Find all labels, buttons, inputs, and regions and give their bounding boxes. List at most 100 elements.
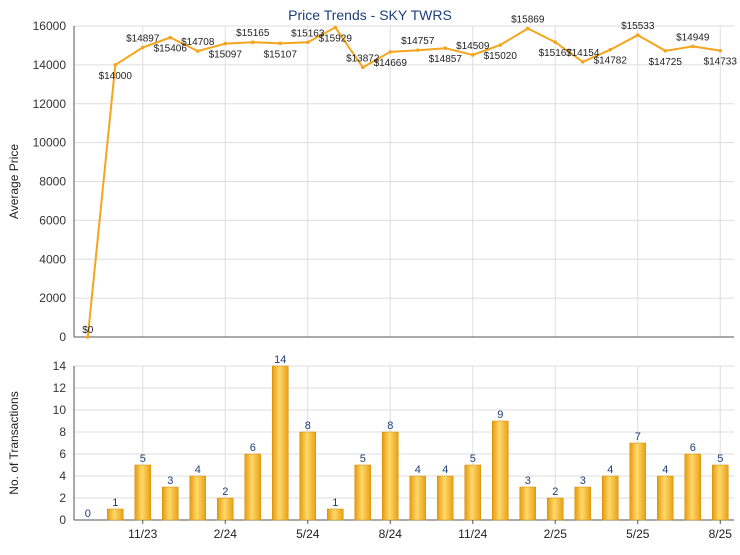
price-data-label: $14669 [374,58,408,69]
x-tick-label: 8/24 [379,527,403,541]
price-data-label: $15165 [236,28,270,39]
price-data-label: $15869 [511,15,545,26]
price-data-label: $14757 [401,36,435,47]
y-axis-label: No. of Transactions [7,391,21,494]
price-point [195,49,200,53]
y-tick-label: 12 [53,381,67,395]
y-tick-label: 2000 [39,291,66,305]
transaction-data-label: 2 [222,486,228,498]
transaction-data-label: 3 [167,475,173,487]
x-tick-label: 5/25 [626,527,650,541]
transaction-bar [354,464,371,521]
transaction-data-label: 8 [387,420,393,432]
price-data-label: $14509 [456,41,490,52]
transaction-data-label: 1 [112,497,118,509]
transaction-data-label: 5 [360,453,366,465]
price-data-label: $14733 [704,57,738,68]
transaction-bar [712,464,729,521]
transaction-bar [492,420,509,521]
price-panel: 0 2000 4000 6000 8000 10000 12000 14000 16000 Ave… [7,15,737,344]
price-point [333,25,338,30]
transaction-bar [217,497,234,521]
price-point [608,47,613,52]
y-tick-label: 14 [53,359,67,373]
transaction-bar [437,475,454,521]
y-tick-label: 0 [59,513,66,527]
transaction-bar [272,365,289,521]
price-data-label: $14949 [676,32,710,43]
y-tick-label: 6000 [39,213,66,227]
transaction-bar [629,442,646,521]
transaction-data-label: 14 [274,354,286,366]
price-data-label: $15097 [209,50,243,61]
price-point [415,48,420,52]
transaction-data-label: 4 [195,464,201,476]
price-data-label: $15163 [291,28,325,39]
transaction-bar [547,497,564,521]
transaction-bar [327,508,344,521]
transaction-data-label: 4 [662,464,668,476]
transaction-bar [602,475,619,521]
transaction-data-label: 6 [250,442,256,454]
y-tick-label: 2 [59,491,66,505]
price-data-label: $14897 [126,33,160,44]
price-point [360,65,365,70]
price-data-label: $14708 [181,37,215,48]
transaction-data-label: 7 [635,431,641,443]
price-point [305,40,310,45]
x-tick-label: 5/24 [296,527,320,541]
price-data-label: $14000 [99,71,133,82]
x-tick-label: 2/24 [214,527,238,541]
transaction-data-label: 4 [415,464,421,476]
y-tick-label: 8 [59,425,66,439]
x-tick-label: 11/23 [128,527,157,541]
price-point [470,53,475,57]
transaction-bar [574,486,591,521]
transaction-bar [134,464,151,521]
price-point [580,60,585,64]
y-tick-label: 10000 [33,136,67,150]
y-tick-label: 8000 [39,175,66,189]
price-point [718,48,723,53]
price-data-label: $15533 [621,21,655,32]
plot-area [74,366,734,520]
transaction-data-label: 5 [470,453,476,465]
price-point [85,335,90,339]
price-data-label: $14857 [429,54,463,65]
price-point [113,63,118,67]
y-tick-label: 6 [59,447,66,461]
transaction-data-label: 4 [442,464,448,476]
price-data-label: $15929 [319,33,353,44]
price-point [140,45,145,50]
price-point [168,35,173,40]
transaction-data-label: 5 [717,453,723,465]
y-axis-label: Average Price [7,144,21,219]
transaction-data-label: 0 [85,508,91,520]
transaction-bar [519,486,536,521]
price-data-label: $14154 [566,48,600,59]
transaction-data-label: 3 [525,475,531,487]
transaction-bar [189,475,206,521]
transaction-bar [409,475,426,521]
y-tick-label: 4000 [39,252,66,266]
transaction-data-label: 3 [580,475,586,487]
price-data-label: $0 [82,325,94,336]
transaction-data-label: 5 [140,453,146,465]
price-point [388,50,393,54]
price-point [635,33,640,37]
price-data-label: $14725 [649,57,683,68]
price-data-label: $13872 [346,53,380,64]
transaction-bar [464,464,481,521]
price-point [690,44,695,49]
x-tick-label: 11/24 [458,527,487,541]
price-point [223,41,228,46]
transaction-data-label: 8 [305,420,311,432]
price-point [498,43,503,47]
price-point [663,48,668,53]
x-tick-label: 2/25 [544,527,568,541]
price-point [443,46,448,51]
transaction-bar [107,508,124,521]
